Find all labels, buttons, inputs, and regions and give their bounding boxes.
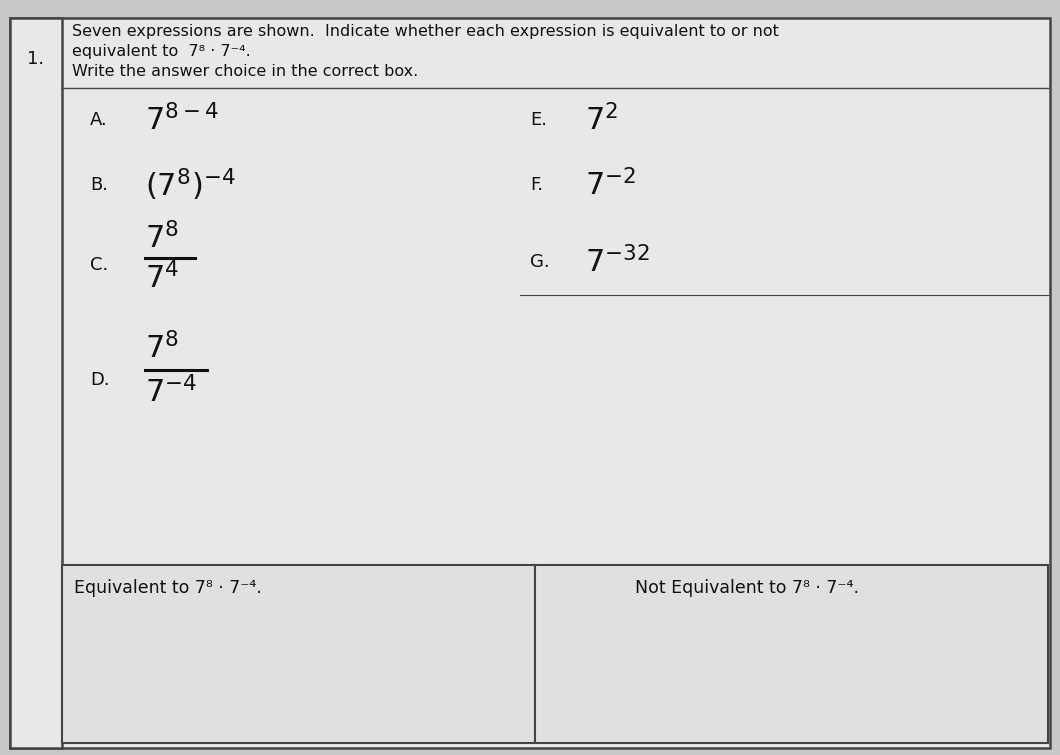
Bar [535,565,1048,743]
Text: C.: C. [90,256,108,274]
Text: E.: E. [530,111,547,129]
Text: F.: F. [530,176,543,194]
Bar [10,18,61,748]
Text: $7^{4}$: $7^{4}$ [145,262,179,294]
Text: $7^{-2}$: $7^{-2}$ [585,169,636,202]
Text: $\left(7^{8}\right)^{-4}$: $\left(7^{8}\right)^{-4}$ [145,167,235,203]
Text: G.: G. [530,253,550,271]
Text: D.: D. [90,371,109,389]
Bar [61,565,535,743]
Text: 1.: 1. [28,50,45,68]
Text: $7^{8}$: $7^{8}$ [145,331,179,364]
Text: Equivalent to 7⁸ · 7⁻⁴.: Equivalent to 7⁸ · 7⁻⁴. [74,579,262,597]
Text: A.: A. [90,111,108,129]
Text: Seven expressions are shown.  Indicate whether each expression is equivalent to : Seven expressions are shown. Indicate wh… [72,24,779,39]
Text: $7^{8}$: $7^{8}$ [145,222,179,254]
Text: $7^{-32}$: $7^{-32}$ [585,245,650,279]
Text: Not Equivalent to 7⁸ · 7⁻⁴.: Not Equivalent to 7⁸ · 7⁻⁴. [635,579,859,597]
Text: $7^{8-4}$: $7^{8-4}$ [145,103,219,136]
Text: Write the answer choice in the correct box.: Write the answer choice in the correct b… [72,64,419,79]
Text: $7^{2}$: $7^{2}$ [585,103,618,136]
Text: B.: B. [90,176,108,194]
Text: equivalent to  7⁸ · 7⁻⁴.: equivalent to 7⁸ · 7⁻⁴. [72,44,251,59]
Text: $7^{-4}$: $7^{-4}$ [145,376,197,408]
